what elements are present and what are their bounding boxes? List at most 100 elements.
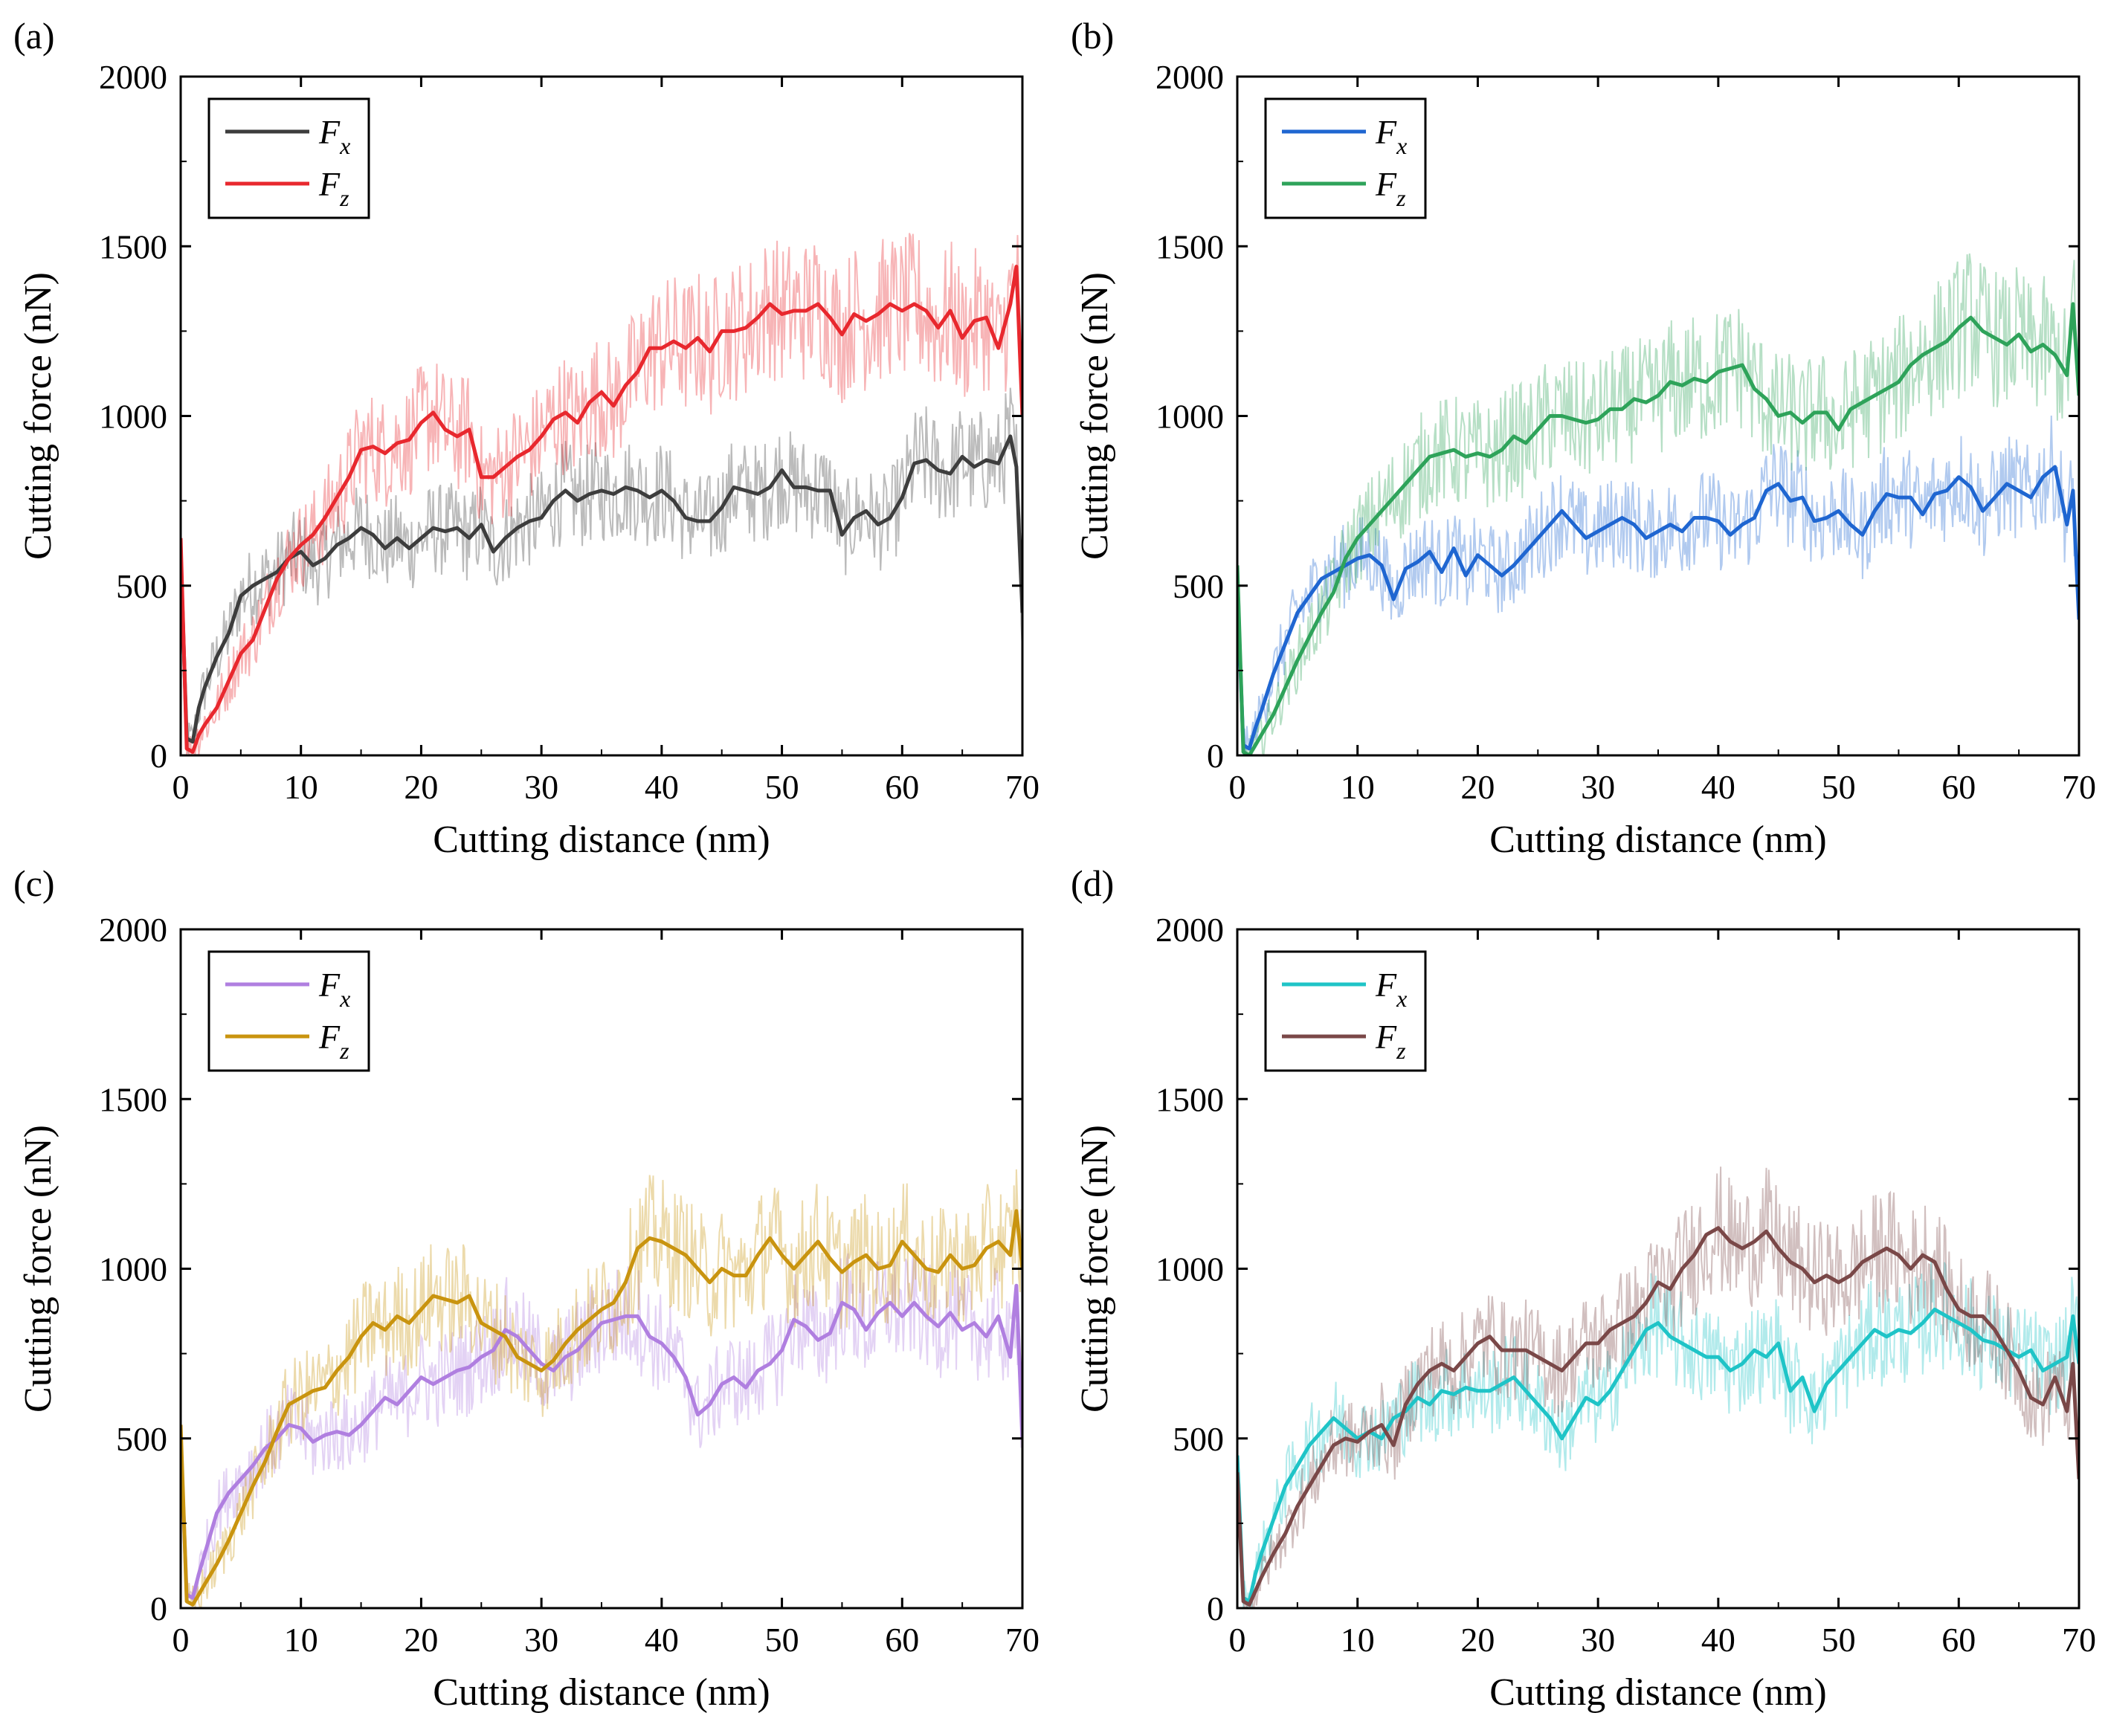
legend-label-Fx: Fx	[318, 966, 350, 1012]
plot-area	[181, 1169, 1022, 1608]
series-noise-Fx	[1237, 415, 2079, 755]
x-tick-label: 40	[1701, 1621, 1735, 1659]
y-tick-label: 500	[116, 1420, 167, 1458]
x-axis-label: Cutting distance (nm)	[1489, 1671, 1826, 1714]
panel-label: (c)	[13, 862, 55, 904]
series-line-Fz	[1237, 1226, 2079, 1607]
legend-box	[207, 97, 370, 219]
series-noise-Fx	[181, 1250, 1022, 1603]
y-axis-label: Cutting force (nN)	[17, 272, 59, 560]
chart-panel-0: 0 10 20 30 40 50 60 70 0 500 1000 1500 2000 Cutting d…	[13, 15, 1040, 861]
y-axis-label: Cutting force (nN)	[1074, 272, 1116, 560]
x-tick-label: 60	[885, 768, 919, 806]
y-axis-label: Cutting force (nN)	[17, 1125, 59, 1413]
x-tick-label: 10	[284, 1621, 318, 1659]
series-line-Fx	[1237, 1307, 2079, 1604]
x-tick-label: 40	[645, 1621, 679, 1659]
chart-panel-1: 0 10 20 30 40 50 60 70 0 500 1000 1500 2000 Cutting d…	[1071, 15, 2096, 861]
series-line-Fz	[1237, 302, 2079, 755]
x-tick-label: 40	[645, 768, 679, 806]
x-tick-label: 70	[2062, 1621, 2096, 1659]
panel-label: (d)	[1071, 862, 1114, 904]
x-tick-label: 70	[2062, 768, 2096, 806]
series-line-Fx	[181, 1283, 1022, 1600]
y-tick-label: 2000	[1155, 58, 1224, 96]
x-tick-label: 70	[1005, 1621, 1040, 1659]
x-tick-label: 20	[1460, 768, 1495, 806]
legend-label-Fx: Fx	[1375, 113, 1407, 159]
x-tick-label: 0	[1229, 1621, 1246, 1659]
y-tick-label: 1000	[1155, 1251, 1224, 1288]
x-tick-label: 30	[524, 1621, 558, 1659]
y-tick-label: 2000	[99, 58, 167, 96]
plot-area	[1237, 253, 2079, 755]
series-line-Fx	[181, 434, 1022, 744]
y-tick-label: 2000	[1155, 911, 1224, 949]
x-tick-label: 50	[765, 768, 799, 806]
legend: Fx Fz	[1264, 950, 1427, 1072]
y-tick-label: 1500	[99, 228, 167, 265]
legend-label-Fz: Fz	[1375, 1018, 1406, 1064]
y-tick-label: 0	[150, 1590, 167, 1627]
x-tick-label: 0	[1229, 768, 1246, 806]
panel-label: (a)	[13, 15, 55, 57]
legend-box	[1264, 950, 1427, 1072]
x-axis-label: Cutting distance (nm)	[433, 819, 770, 861]
legend: Fx Fz	[207, 97, 370, 219]
x-tick-label: 30	[1581, 1621, 1615, 1659]
y-tick-label: 1500	[1155, 1080, 1224, 1118]
y-tick-label: 500	[116, 567, 167, 605]
chart-panel-3: 0 10 20 30 40 50 60 70 0 500 1000 1500 2000 Cutting d…	[1071, 862, 2096, 1714]
legend-label-Fx: Fx	[318, 113, 350, 159]
x-tick-label: 30	[524, 768, 558, 806]
legend-label-Fx: Fx	[1375, 966, 1407, 1012]
series-noise-Fz	[1237, 1167, 2079, 1608]
x-tick-label: 60	[885, 1621, 919, 1659]
x-axis-label: Cutting distance (nm)	[433, 1671, 770, 1714]
plot-area	[1237, 1167, 2079, 1608]
x-tick-label: 10	[1341, 768, 1375, 806]
legend-box	[207, 950, 370, 1072]
y-tick-label: 1000	[99, 398, 167, 436]
x-tick-label: 10	[1341, 1621, 1375, 1659]
series-noise-Fz	[1237, 253, 2079, 755]
x-tick-label: 20	[404, 1621, 438, 1659]
legend-label-Fz: Fz	[318, 1018, 349, 1064]
legend-label-Fz: Fz	[318, 165, 349, 211]
x-tick-label: 60	[1941, 1621, 1976, 1659]
y-tick-label: 1500	[99, 1080, 167, 1118]
y-tick-label: 1000	[1155, 398, 1224, 436]
x-tick-label: 50	[765, 1621, 799, 1659]
x-tick-label: 70	[1005, 768, 1040, 806]
series-noise-Fz	[181, 1169, 1022, 1608]
x-tick-label: 0	[173, 1621, 190, 1659]
y-tick-label: 0	[1207, 1590, 1224, 1627]
y-tick-label: 0	[1207, 737, 1224, 775]
x-tick-label: 50	[1822, 1621, 1856, 1659]
y-tick-label: 0	[150, 737, 167, 775]
plot-area	[181, 233, 1022, 755]
panel-label: (b)	[1071, 15, 1114, 57]
legend: Fx Fz	[1264, 97, 1427, 219]
x-tick-label: 40	[1701, 768, 1735, 806]
chart-panel-2: 0 10 20 30 40 50 60 70 0 500 1000 1500 2000 Cutting d…	[13, 862, 1040, 1714]
legend-box	[1264, 97, 1427, 219]
legend-label-Fz: Fz	[1375, 165, 1406, 211]
y-tick-label: 1500	[1155, 228, 1224, 265]
x-tick-label: 20	[404, 768, 438, 806]
x-tick-label: 60	[1941, 768, 1976, 806]
y-tick-label: 2000	[99, 911, 167, 949]
y-tick-label: 500	[1173, 567, 1224, 605]
x-tick-label: 20	[1460, 1621, 1495, 1659]
series-noise-Fx	[181, 387, 1022, 754]
x-tick-label: 50	[1822, 768, 1856, 806]
series-line-Fz	[181, 1209, 1022, 1607]
x-tick-label: 30	[1581, 768, 1615, 806]
x-axis-label: Cutting distance (nm)	[1489, 819, 1826, 861]
x-tick-label: 0	[173, 768, 190, 806]
series-line-Fx	[1237, 465, 2079, 751]
x-tick-label: 10	[284, 768, 318, 806]
y-axis-label: Cutting force (nN)	[1074, 1125, 1116, 1413]
y-tick-label: 500	[1173, 1420, 1224, 1458]
